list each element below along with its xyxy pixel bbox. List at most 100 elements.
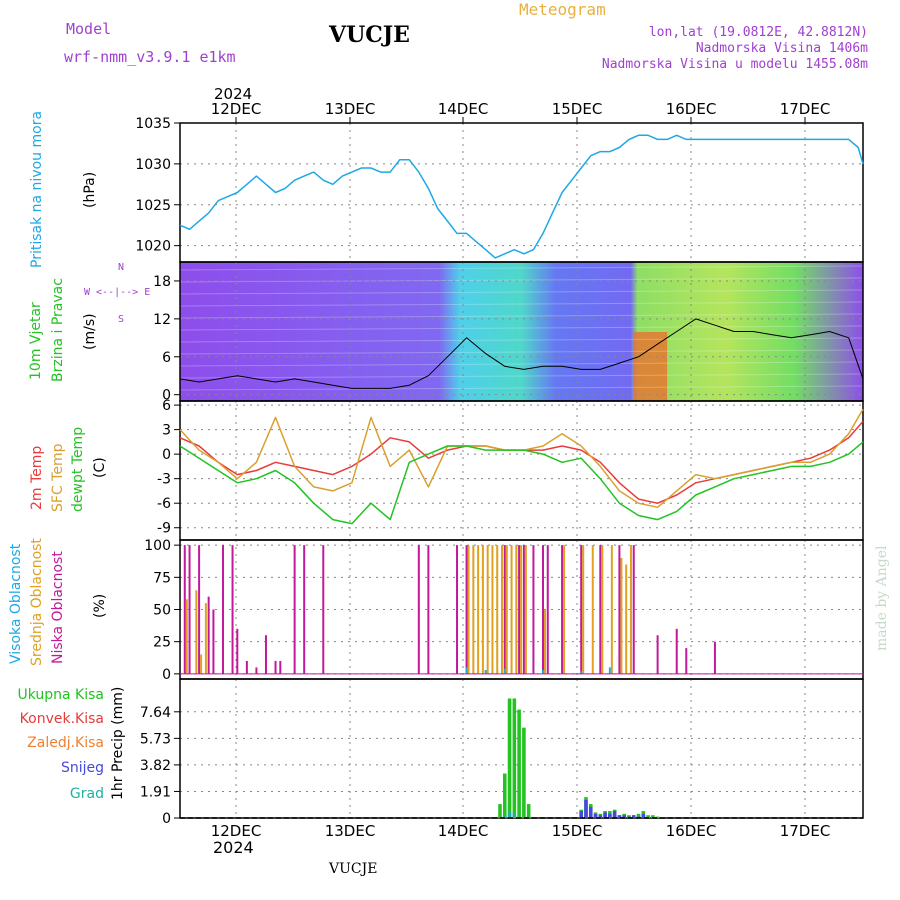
precip-snow-bar (617, 815, 622, 818)
cloud-ytick-label: 75 (153, 570, 171, 586)
wind-barb-row (179, 385, 864, 391)
temp-ytick-label: -6 (157, 496, 171, 512)
day-label-bottom: 12DEC (211, 822, 262, 840)
model-name: wrf-nmm_v3.9.1 e1km (64, 48, 236, 66)
coords-label: lon,lat (19.0812E, 42.8812N) (648, 25, 868, 40)
wind-barb-row (179, 373, 864, 379)
day-label-bottom: 17DEC (780, 822, 831, 840)
wind-barb-row (179, 265, 864, 271)
footer-station: VUCJE (329, 861, 378, 877)
temp-ytick-label: -9 (157, 521, 171, 537)
precip-total-bar (526, 804, 531, 818)
precip-ytick-label: 3.82 (140, 758, 171, 774)
day-label-top: 13DEC (325, 100, 376, 118)
wind-barb-row (179, 349, 864, 355)
wind-field (180, 262, 863, 401)
wind-legend-s: S (118, 314, 125, 325)
wind-barb-row (179, 325, 864, 331)
wind-ytick-label: 12 (153, 312, 171, 328)
elevation-label: Nadmorska Visina 1406m (695, 41, 868, 56)
precip-frame (179, 678, 864, 819)
day-label-bottom: 16DEC (666, 822, 717, 840)
day-label-bottom: 14DEC (438, 822, 489, 840)
precip-grad-bar (507, 811, 512, 818)
model-label: Model (66, 20, 112, 38)
year-bottom: 2024 (213, 838, 254, 857)
precip-snow-bar (641, 813, 646, 818)
precip-snow-bar (584, 799, 588, 818)
precip-snow-bar (598, 815, 603, 818)
wind-barb-row (179, 313, 864, 319)
cloud-ytick-label: 25 (153, 635, 171, 651)
wind-legend-we: W <--|--> E (84, 287, 151, 298)
precip-grad-bar (502, 815, 507, 818)
precip-snow-bar (612, 811, 617, 818)
precip-total-bar (655, 816, 660, 818)
wind-gust-area (633, 332, 668, 401)
wind-barb-row (179, 361, 864, 367)
temp-ytick-label: -3 (157, 472, 171, 488)
precip-legend-snow: Snijeg (60, 760, 104, 776)
precip-snow-bar (603, 812, 607, 818)
pressure-ytick-label: 1020 (135, 239, 171, 255)
day-label-top: 14DEC (438, 100, 489, 118)
precip-total-bar (646, 815, 650, 818)
precip-ytick-label: 1.91 (140, 784, 171, 800)
pressure-frame (179, 122, 864, 263)
temp-sfc-line (179, 408, 864, 509)
day-label-top: 17DEC (780, 100, 831, 118)
wind-legend-n: N (118, 262, 125, 273)
day-label-top: 16DEC (666, 100, 717, 118)
precip-ytick-label: 5.73 (140, 731, 171, 747)
precip-snow-bar (622, 815, 626, 818)
precip-legend-conv: Konvek.Kisa (19, 711, 104, 727)
precip-total-bar (636, 813, 641, 818)
pressure-line (179, 134, 864, 259)
day-label-bottom: 15DEC (552, 822, 603, 840)
wind-barb-row (179, 337, 864, 343)
wind-barb-row (179, 289, 864, 295)
wind-barb-row (179, 301, 864, 307)
precip-ytick-label: 7.64 (140, 705, 171, 721)
day-label-bottom: 13DEC (325, 822, 376, 840)
precip-snow-bar (631, 815, 636, 818)
temp-ytick-label: 6 (162, 398, 171, 414)
meteogram-title: Meteogram (519, 0, 606, 19)
temp-frame (179, 400, 864, 541)
precip-grad-bar (512, 813, 517, 818)
precip-total-bar (502, 773, 507, 818)
wind-ytick-label: 0 (162, 388, 171, 404)
precip-total-bar (498, 804, 502, 818)
model-elevation-label: Nadmorska Visina u modelu 1455.08m (601, 57, 868, 72)
cloud-ytick-label: 100 (144, 538, 171, 554)
precip-total-bar (522, 727, 526, 818)
pressure-ytick-label: 1035 (135, 116, 171, 132)
temp-ytick-label: 3 (162, 423, 171, 439)
temp-ytick-label: 0 (162, 447, 171, 463)
temp-dewpt-line (179, 441, 864, 525)
precip-total-bar (512, 698, 517, 818)
day-label-top: 15DEC (552, 100, 603, 118)
wind-ytick-label: 18 (153, 274, 171, 290)
precip-legend-grad: Grad (69, 786, 104, 802)
day-label-top: 12DEC (211, 100, 262, 118)
precip-snow-bar (588, 806, 593, 818)
precip-legend-total: Ukupna Kisa (17, 687, 104, 703)
precip-total-bar (507, 698, 512, 818)
pressure-ytick-label: 1030 (135, 157, 171, 173)
year-top: 2024 (214, 85, 253, 103)
precip-snow-bar (579, 811, 583, 818)
cloud-ytick-label: 50 (153, 603, 171, 619)
precip-snow-bar (608, 813, 612, 818)
pressure-ytick-label: 1025 (135, 198, 171, 214)
precip-snow-bar (593, 813, 598, 818)
station-title: VUCJE (329, 22, 410, 48)
cloud-ytick-label: 0 (162, 667, 171, 683)
precip-legend-frz: Zaledj.Kisa (27, 735, 104, 751)
wind-ytick-label: 6 (162, 350, 171, 366)
wind-speed-line (179, 318, 864, 389)
precip-ytick-label: 0 (162, 811, 171, 827)
precip-total-bar (651, 815, 655, 818)
precip-total-bar (517, 709, 521, 818)
